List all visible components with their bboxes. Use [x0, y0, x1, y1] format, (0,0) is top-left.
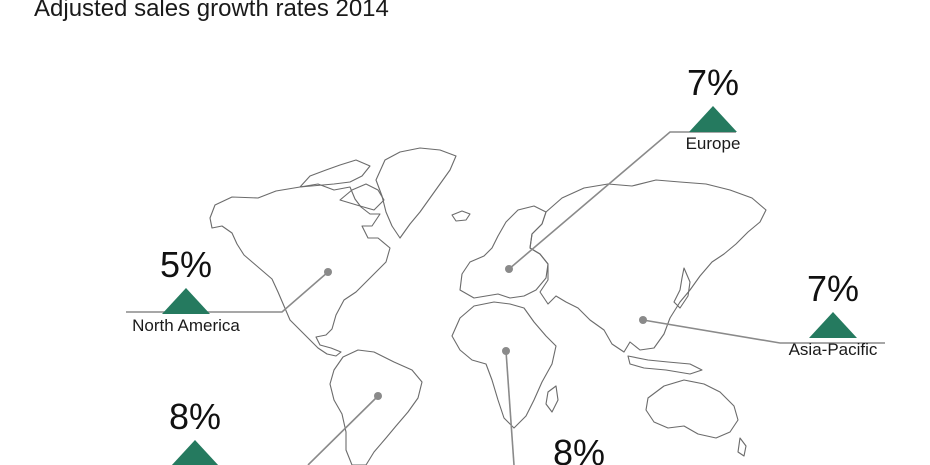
world-map-outline [209, 147, 767, 465]
region-asia-pacific: 7% Asia-Pacific [776, 270, 890, 360]
north-america-label: North America [132, 316, 240, 335]
latin-america-leader-line [307, 395, 379, 465]
up-triangle-icon [162, 288, 210, 314]
region-latin-america: 8% [150, 398, 240, 465]
landmass-madagascar [545, 385, 559, 413]
africa-value: 8% [552, 432, 606, 465]
landmass-south-america [329, 349, 423, 465]
landmass-arctic-islands [299, 159, 371, 188]
europe-label: Europe [685, 134, 741, 153]
europe-leader-line [508, 131, 736, 270]
landmass-australia [645, 379, 739, 439]
landmass-indonesia [627, 355, 703, 375]
up-triangle-icon [809, 312, 857, 338]
landmass-europe [459, 205, 549, 299]
landmass-new-zealand [737, 437, 747, 457]
asia-pacific-leader-line [642, 319, 885, 344]
region-north-america: 5% North America [116, 246, 256, 336]
landmass-iceland [451, 210, 471, 222]
landmass-baffin [339, 183, 385, 211]
landmass-africa [451, 301, 557, 429]
asia-pacific-value: 7% [806, 268, 860, 309]
up-triangle-icon [171, 440, 219, 465]
europe-location-dot [505, 265, 513, 273]
north-america-location-dot [324, 268, 332, 276]
asia-pacific-location-dot [639, 316, 647, 324]
asia-pacific-label: Asia-Pacific [788, 340, 878, 359]
europe-value: 7% [686, 62, 740, 103]
landmass-japan [673, 267, 691, 309]
chart-title: Adjusted sales growth rates 2014 [34, 0, 389, 22]
landmass-greenland [375, 147, 457, 239]
africa-location-dot [502, 347, 510, 355]
landmass-north-america [209, 183, 391, 357]
landmass-asia [529, 179, 767, 353]
africa-leader-line [505, 350, 515, 465]
up-triangle-icon [689, 106, 737, 132]
latin-america-value: 8% [168, 396, 222, 437]
latin-america-location-dot [374, 392, 382, 400]
region-europe: 7% Europe [650, 64, 776, 154]
region-africa: 8% [534, 434, 624, 465]
north-america-value: 5% [159, 244, 213, 285]
